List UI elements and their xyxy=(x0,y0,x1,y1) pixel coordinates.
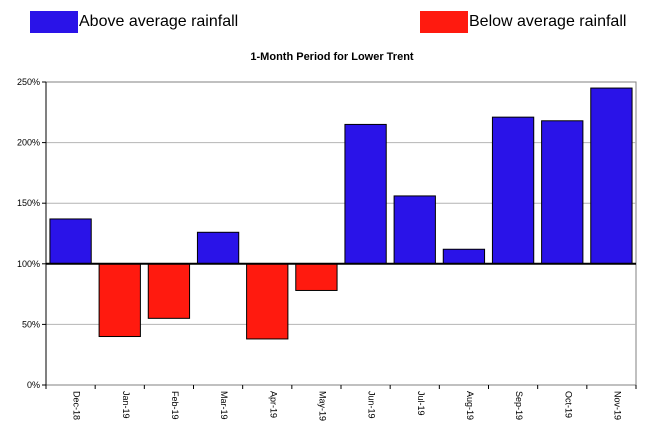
bar xyxy=(491,116,535,265)
y-tick-label: 200% xyxy=(17,138,40,148)
y-tick-label: 100% xyxy=(17,259,40,269)
x-tick-label: Feb-19 xyxy=(170,391,180,420)
bar xyxy=(295,263,338,291)
y-tick-label: 250% xyxy=(17,77,40,87)
bar xyxy=(246,263,289,340)
chart-title: 1-Month Period for Lower Trent xyxy=(250,51,414,63)
bar xyxy=(590,87,633,265)
bar xyxy=(196,231,240,265)
y-tick-label: 150% xyxy=(17,198,40,208)
legend-swatch-above xyxy=(30,11,78,33)
legend-swatch-below xyxy=(420,11,468,33)
bar xyxy=(147,263,191,319)
x-tick-label: Jul-19 xyxy=(416,391,426,416)
x-tick-label: Sep-19 xyxy=(514,391,524,420)
legend-item-below: Below average rainfall xyxy=(420,10,626,34)
bar xyxy=(442,248,486,265)
y-tick-label: 0% xyxy=(27,380,40,390)
x-tick-label: Nov-19 xyxy=(612,391,622,420)
x-tick-label: Mar-19 xyxy=(219,391,229,420)
y-tick-label: 50% xyxy=(22,319,40,329)
x-tick-label: Oct-19 xyxy=(563,391,573,418)
x-tick-label: Dec-18 xyxy=(72,391,82,420)
x-tick-label: Apr-19 xyxy=(268,391,278,418)
x-tick-label: May-19 xyxy=(317,391,327,421)
x-tick-label: Jan-19 xyxy=(121,391,131,419)
bar xyxy=(541,120,584,265)
legend-item-above: Above average rainfall xyxy=(30,10,238,34)
legend-label-above: Above average rainfall xyxy=(79,13,239,30)
x-tick-label: Jun-19 xyxy=(367,391,377,419)
bar xyxy=(393,195,436,265)
bar xyxy=(344,123,387,265)
bar xyxy=(49,218,92,265)
x-tick-label: Aug-19 xyxy=(465,391,475,420)
bar xyxy=(98,263,141,338)
legend-label-below: Below average rainfall xyxy=(469,13,627,30)
